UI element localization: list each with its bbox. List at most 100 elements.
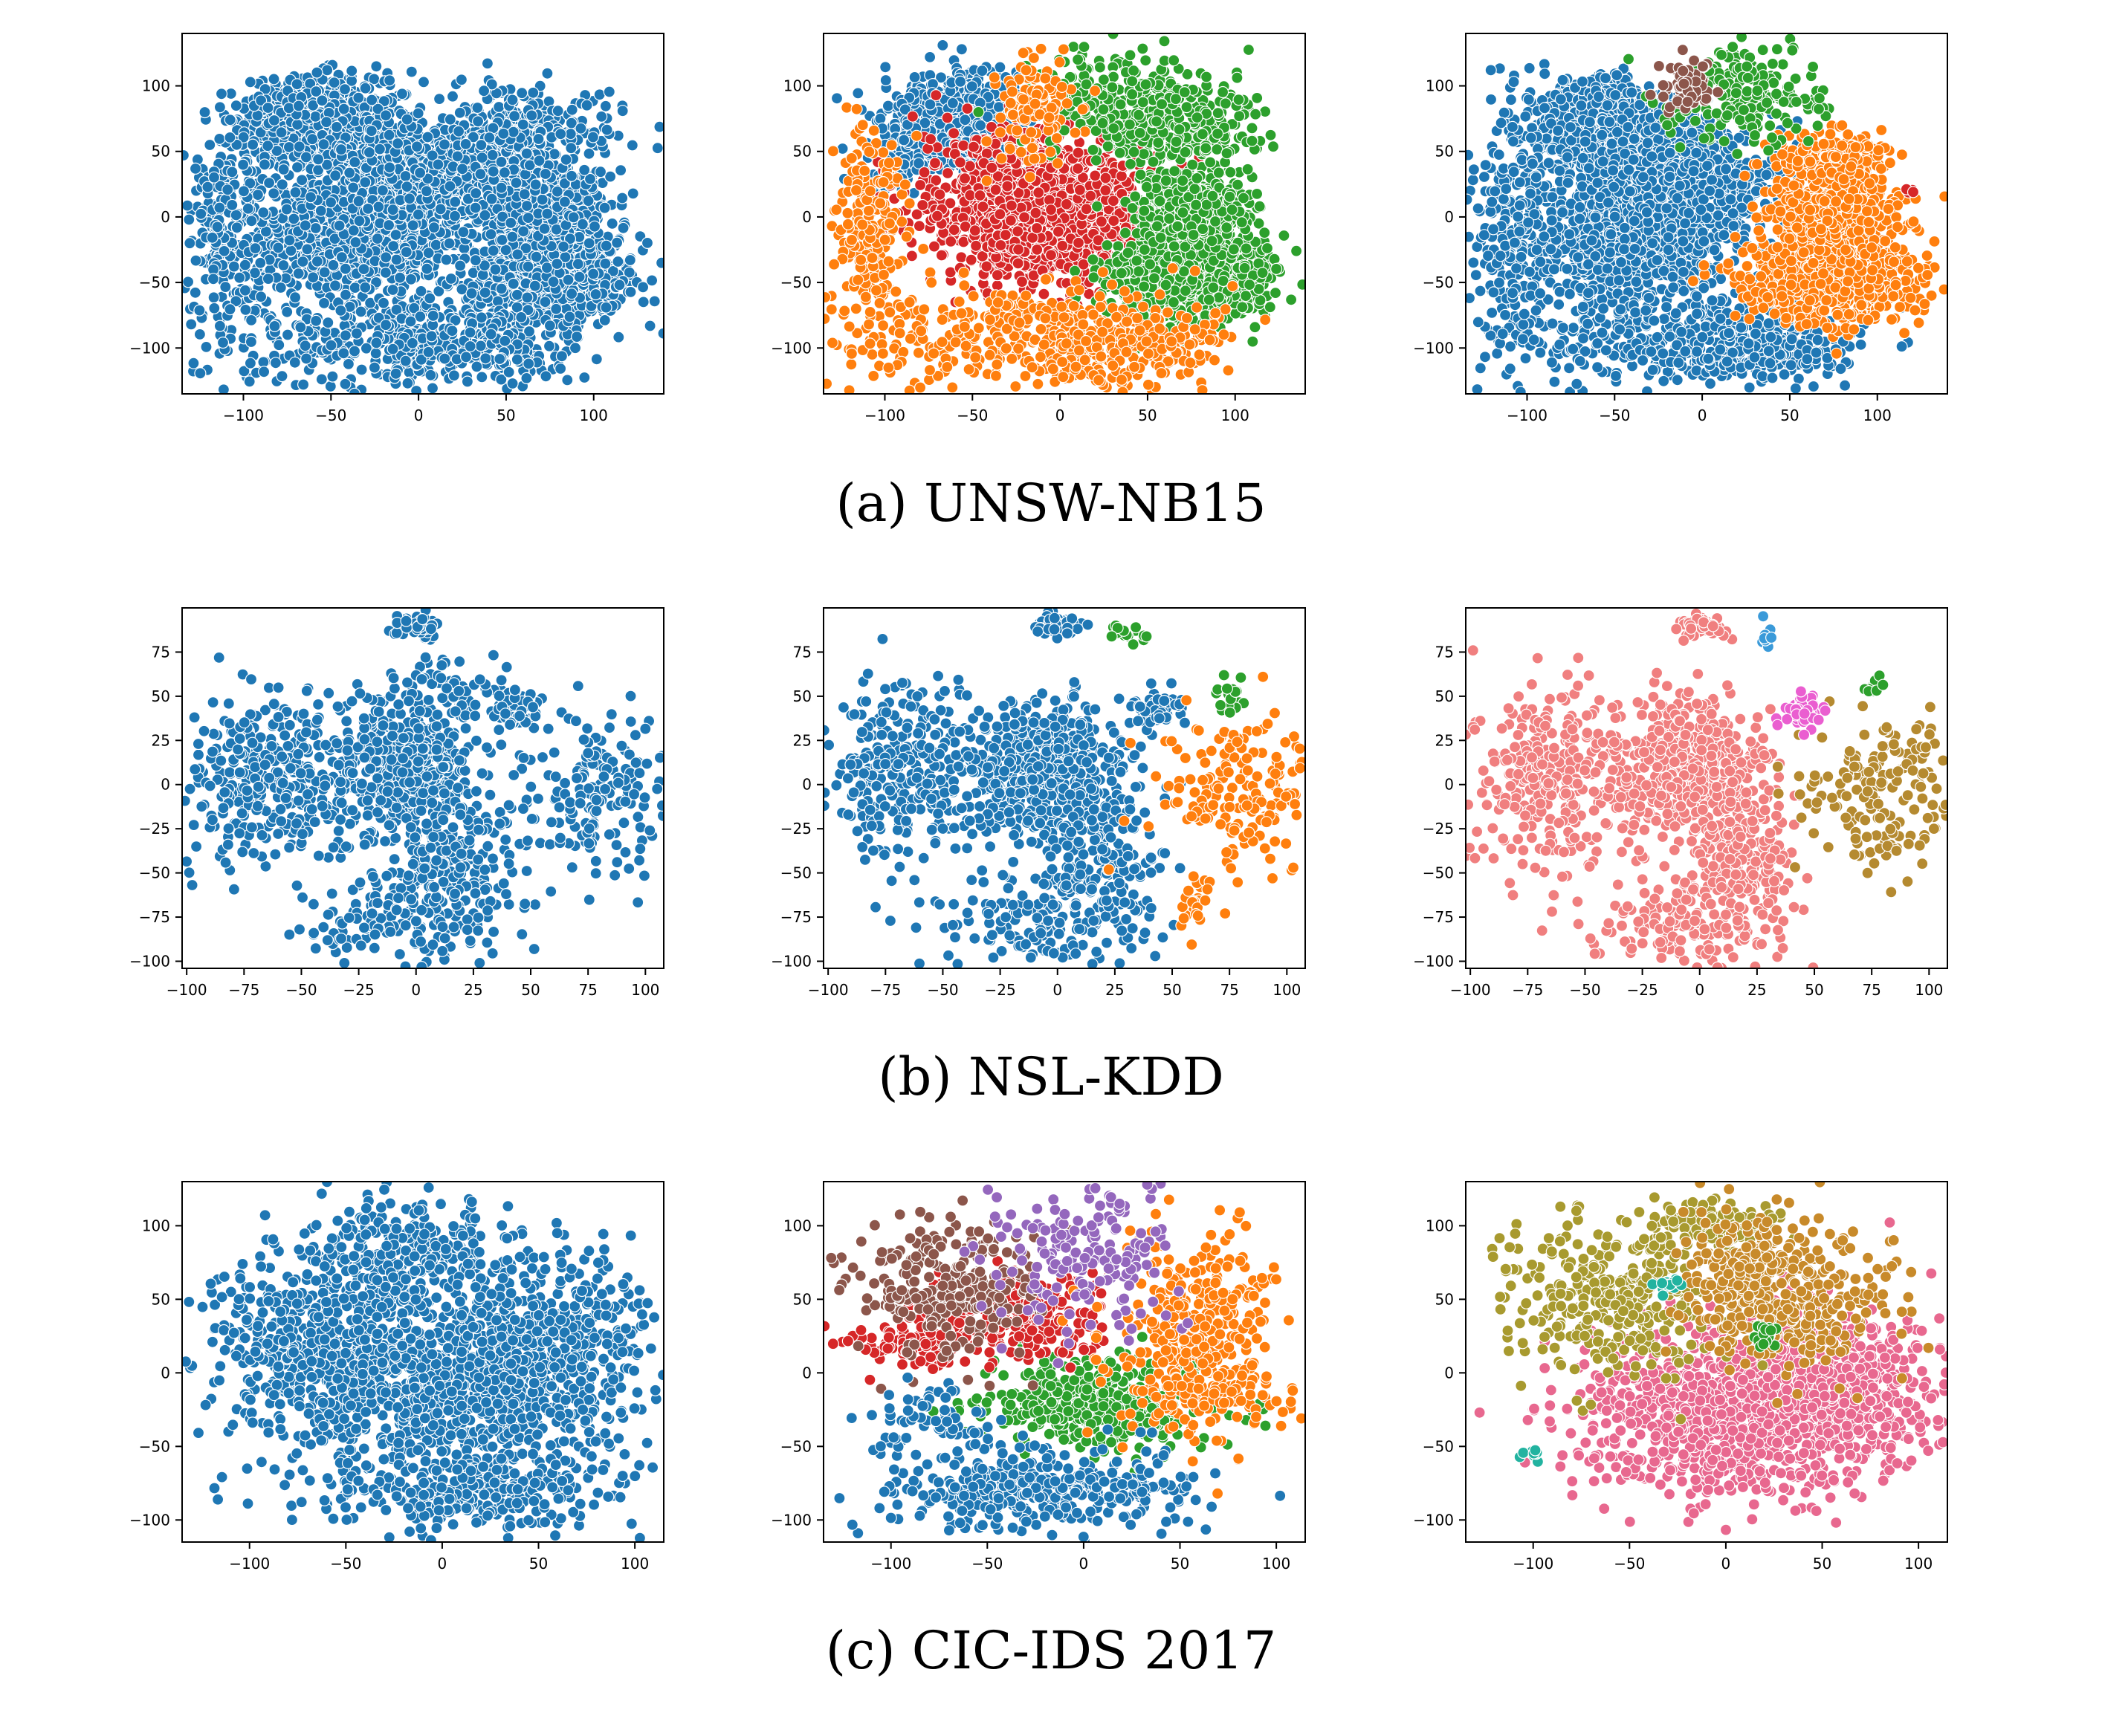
scatter-point — [346, 65, 358, 77]
scatter-point — [300, 151, 312, 163]
scatter-point — [487, 244, 499, 257]
scatter-point — [589, 288, 602, 301]
scatter-point — [644, 320, 656, 332]
scatter-point — [277, 163, 290, 176]
scatter-point — [242, 202, 254, 215]
scatter-point — [387, 283, 399, 297]
scatter-point — [600, 239, 612, 252]
scatter-point — [322, 317, 334, 329]
scatter-point — [193, 304, 206, 317]
scatter-point — [221, 184, 234, 196]
scatter-point — [325, 339, 337, 352]
scatter-point — [255, 94, 268, 107]
scatter-point — [245, 314, 258, 326]
scatter-point — [207, 291, 220, 304]
scatter-point — [407, 219, 419, 232]
scatter-point — [565, 288, 578, 300]
scatter-point — [541, 67, 554, 80]
scatter-point — [307, 271, 320, 284]
scatter-point — [230, 221, 243, 234]
scatter-point — [258, 366, 271, 378]
scatter-point — [526, 109, 538, 122]
scatter-point — [230, 209, 242, 221]
scatter-point — [540, 262, 554, 274]
scatter-point — [395, 88, 409, 100]
scatter-point — [449, 195, 462, 208]
scatter-point — [476, 371, 488, 383]
scatter-point — [606, 217, 618, 230]
scatter-point — [382, 218, 395, 232]
scatter-point — [438, 138, 451, 151]
scatter-point — [417, 76, 430, 88]
scatter-point — [276, 370, 288, 383]
scatter-point — [410, 140, 424, 153]
scatter-point — [583, 237, 595, 250]
scatter-point — [213, 201, 226, 214]
scatter-point — [444, 180, 456, 192]
scatter-point — [353, 215, 366, 227]
scatter-point — [453, 106, 466, 119]
scatter-point — [440, 253, 453, 266]
scatter-point — [333, 219, 346, 232]
scatter-point — [339, 262, 352, 275]
scatter-point — [587, 268, 600, 280]
scatter-point — [424, 369, 437, 381]
scatter-point — [496, 233, 508, 246]
scatter-point — [433, 93, 446, 106]
scatter-point — [292, 100, 305, 112]
scatter-point — [401, 181, 413, 193]
scatter-point — [390, 253, 403, 266]
scatter-point — [539, 167, 552, 181]
scatter-point — [547, 276, 560, 288]
scatter-point — [573, 271, 586, 283]
scatter-point — [583, 147, 595, 160]
scatter-point — [224, 114, 236, 126]
scatter-point — [200, 340, 213, 353]
scatter-point — [334, 304, 347, 317]
scatter-point — [291, 78, 303, 91]
scatter-point — [325, 196, 337, 209]
scatter-point — [565, 142, 578, 155]
scatter-point — [518, 188, 531, 201]
scatter-point — [207, 273, 220, 285]
scatter-point — [595, 110, 608, 123]
scatter-point — [309, 110, 322, 123]
scatter-point — [444, 113, 456, 126]
scatter-point — [370, 60, 383, 73]
scatter-point — [244, 76, 256, 88]
scatter-point — [451, 150, 464, 163]
scatter-point — [254, 256, 267, 269]
scatter-point — [285, 244, 297, 257]
scatter-point — [316, 94, 329, 107]
scatter-point — [469, 254, 482, 267]
scatter-point — [627, 187, 639, 200]
scatter-point — [637, 296, 650, 308]
scatter-point — [421, 131, 434, 143]
scatter-point — [213, 101, 226, 114]
scatter-point — [393, 271, 407, 284]
scatter-point — [405, 65, 418, 78]
scatter-point — [399, 354, 412, 367]
scatter-point — [456, 163, 469, 175]
scatter-point — [379, 266, 392, 279]
scatter-point — [548, 148, 561, 161]
scatter-point — [508, 110, 521, 123]
scatter-point — [612, 331, 625, 343]
scatter-point — [309, 221, 322, 235]
scatter-point — [211, 221, 224, 233]
scatter-point — [481, 57, 494, 70]
scatter-point — [249, 242, 262, 255]
scatter-point — [262, 273, 274, 285]
scatter-point — [294, 321, 307, 334]
scatter-point — [324, 380, 337, 393]
scatter-point — [277, 259, 290, 272]
scatter-point — [273, 339, 285, 352]
scatter-point — [330, 120, 343, 133]
scatter-point — [598, 201, 611, 214]
scatter-point — [521, 291, 534, 304]
scatter-point — [339, 378, 352, 390]
scatter-point — [215, 88, 228, 100]
scatter-point — [420, 185, 433, 198]
scatter-point — [233, 271, 246, 284]
scatter-point — [226, 198, 239, 211]
